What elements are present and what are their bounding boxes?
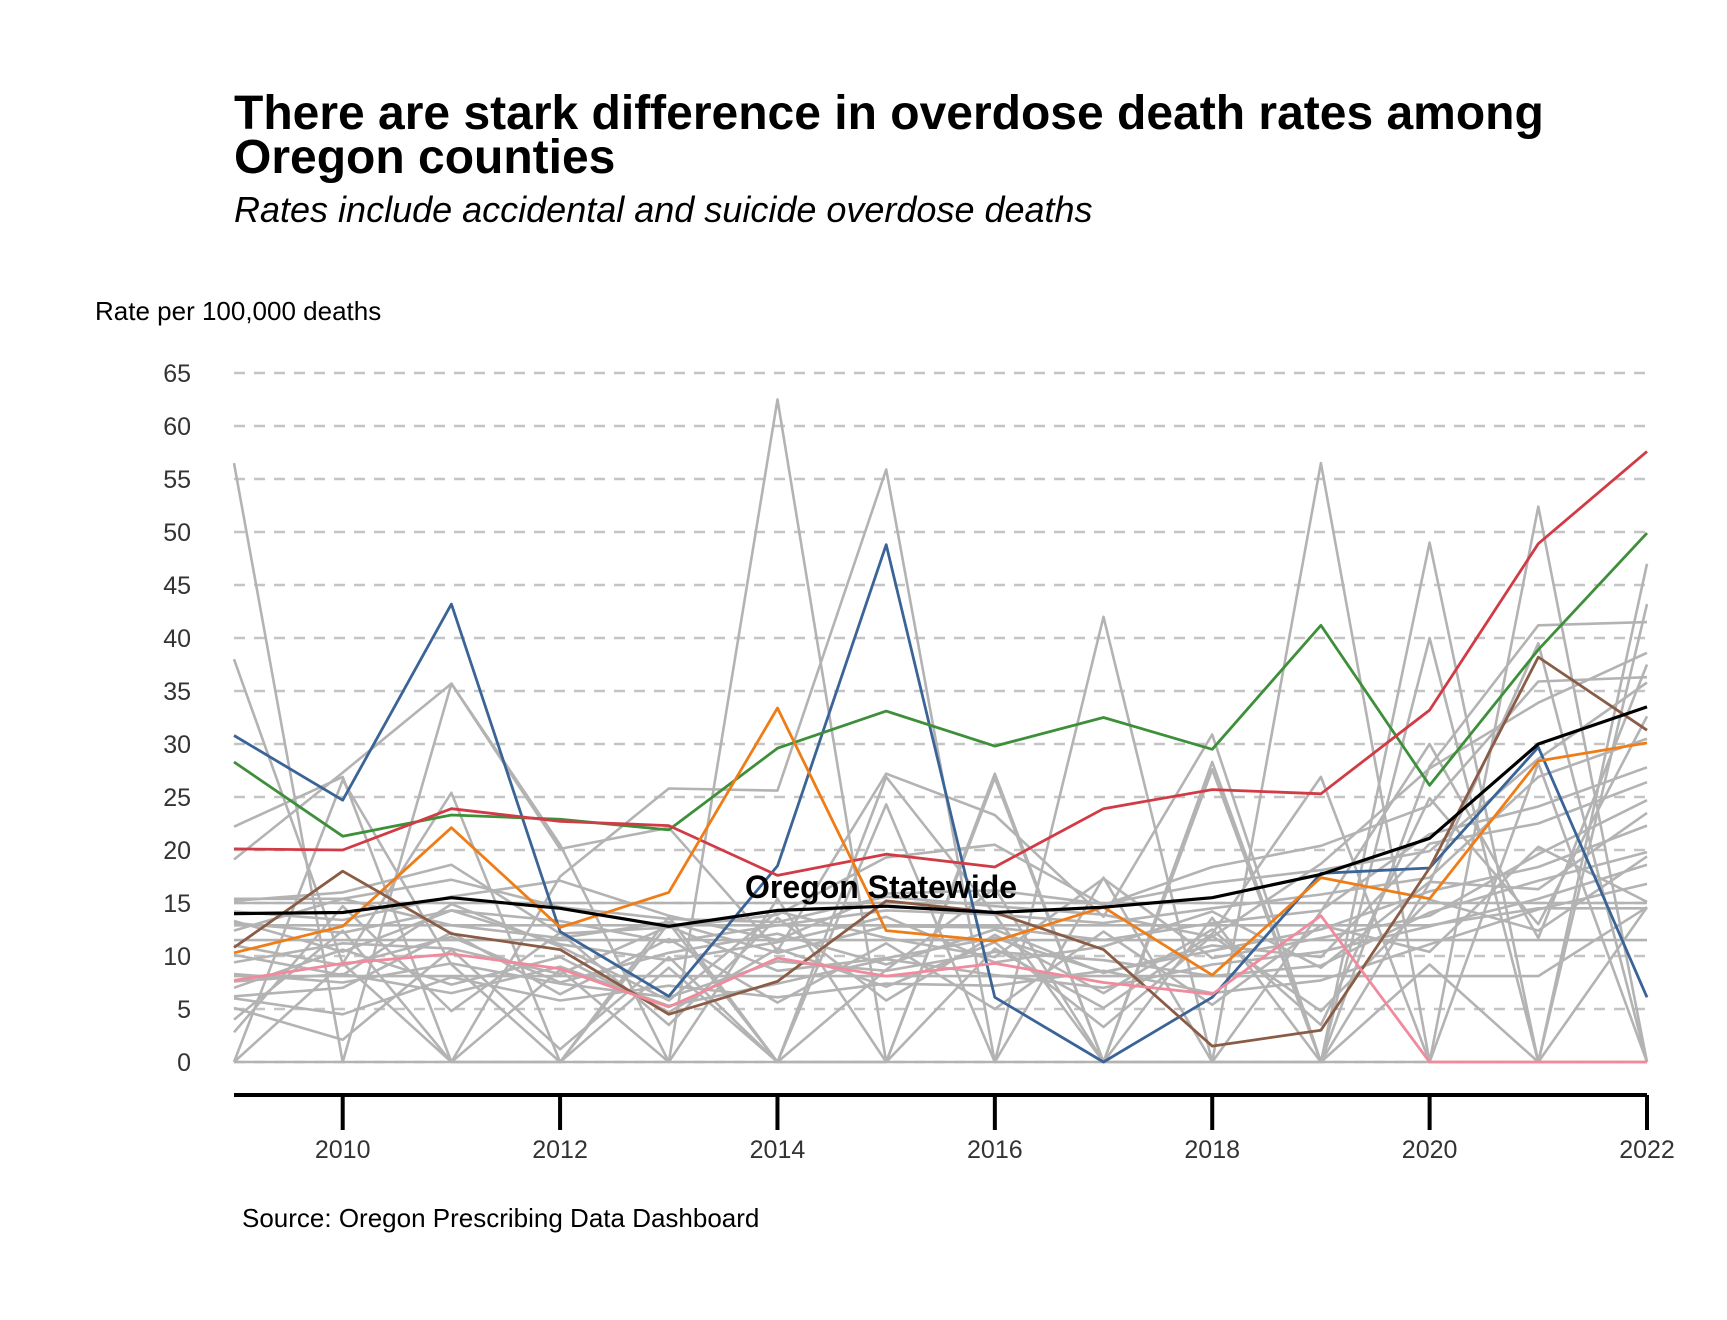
y-tick-30: 30 bbox=[163, 731, 191, 759]
y-tick-45: 45 bbox=[163, 572, 191, 600]
county-line-28 bbox=[234, 651, 1648, 939]
background-series-group bbox=[232, 398, 1649, 1064]
highlight-series-group bbox=[233, 450, 1649, 1064]
x-tick-2020: 2020 bbox=[1402, 1136, 1458, 1164]
statewide-annotation: Oregon Statewide bbox=[745, 869, 1017, 905]
y-tick-35: 35 bbox=[163, 678, 191, 706]
chart-title: There are stark difference in overdose d… bbox=[234, 87, 1544, 184]
county-line-8 bbox=[233, 766, 1648, 955]
y-axis: 0 5 10 15 20 25 30 35 40 45 50 55 60 65 bbox=[163, 360, 191, 1077]
highlight-county-line-3 bbox=[233, 450, 1648, 877]
county-line-5 bbox=[233, 675, 1648, 936]
highlight-county-line-6 bbox=[233, 914, 1647, 1064]
y-tick-55: 55 bbox=[163, 466, 191, 494]
y-tick-20: 20 bbox=[163, 837, 191, 865]
x-tick-2014: 2014 bbox=[750, 1136, 806, 1164]
y-tick-60: 60 bbox=[163, 413, 191, 441]
county-line-4 bbox=[233, 620, 1648, 1064]
county-line-17 bbox=[233, 641, 1649, 1064]
gridlines bbox=[234, 371, 1647, 1064]
y-tick-65: 65 bbox=[163, 360, 191, 388]
statewide-series-group bbox=[233, 705, 1648, 928]
y-tick-5: 5 bbox=[177, 996, 191, 1024]
x-tick-2018: 2018 bbox=[1184, 1136, 1240, 1164]
county-line-24 bbox=[233, 855, 1648, 1029]
y-tick-25: 25 bbox=[163, 784, 191, 812]
y-tick-50: 50 bbox=[163, 519, 191, 547]
county-line-19 bbox=[234, 906, 1647, 927]
chart-subtitle: Rates include accidental and suicide ove… bbox=[234, 189, 1093, 230]
x-tick-2016: 2016 bbox=[967, 1136, 1023, 1164]
county-line-26 bbox=[233, 715, 1649, 1034]
county-line-6 bbox=[233, 681, 1648, 942]
highlight-county-line-1 bbox=[233, 543, 1649, 1064]
x-axis: 2010 2012 2014 2016 2018 2020 2022 bbox=[234, 1093, 1675, 1164]
y-axis-title: Rate per 100,000 deaths bbox=[95, 296, 381, 326]
y-tick-0: 0 bbox=[177, 1049, 191, 1077]
highlight-county-line-2 bbox=[233, 532, 1649, 838]
statewide-line bbox=[233, 705, 1648, 928]
county-line-1 bbox=[232, 398, 1649, 1064]
x-tick-2012: 2012 bbox=[532, 1136, 588, 1164]
y-tick-10: 10 bbox=[163, 943, 191, 971]
county-line-25 bbox=[233, 845, 1648, 1011]
x-tick-2010: 2010 bbox=[315, 1136, 371, 1164]
x-tick-2022: 2022 bbox=[1619, 1136, 1675, 1164]
county-line-23 bbox=[233, 780, 1648, 984]
y-tick-15: 15 bbox=[163, 890, 191, 918]
county-line-15 bbox=[233, 761, 1649, 1064]
source-note: Source: Oregon Prescribing Data Dashboar… bbox=[242, 1203, 759, 1233]
county-line-14 bbox=[233, 768, 1649, 1064]
highlight-county-line-5 bbox=[233, 655, 1648, 1048]
y-tick-40: 40 bbox=[163, 625, 191, 653]
